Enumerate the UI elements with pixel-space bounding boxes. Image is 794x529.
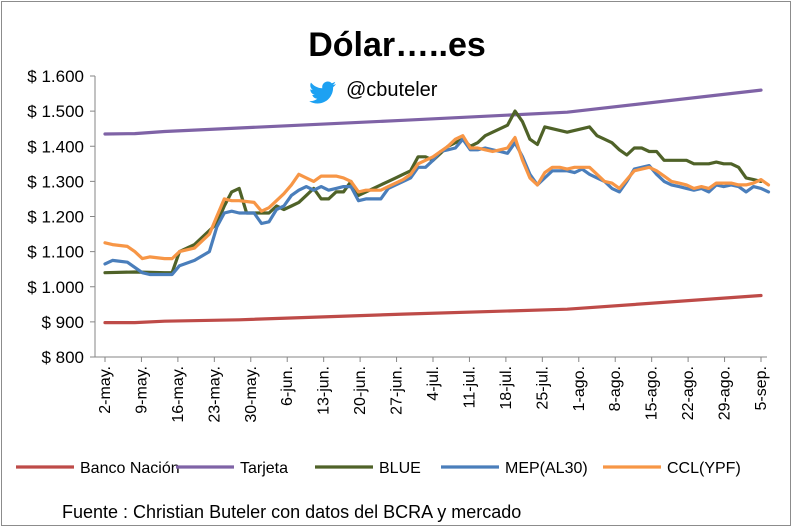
series-line [103, 293, 763, 325]
y-tick-label: $ 1.200 [27, 208, 84, 227]
y-tick-label: $ 1.100 [27, 243, 84, 262]
x-tick-label: 22-ago. [680, 366, 697, 420]
y-tick-label: $ 1.000 [27, 278, 84, 297]
x-tick-label: 23-may. [206, 366, 223, 423]
series-line [103, 134, 771, 261]
chart-title: Dólar…..es [308, 26, 486, 64]
y-axis: $ 800 $ 900 $ 1.000 $ 1.100 $ 1.200 $ 1.300 $ … [27, 67, 96, 367]
x-tick-label: 30-may. [243, 366, 260, 423]
series-line [103, 137, 771, 277]
x-tick-label: 25-jul. [534, 366, 551, 410]
x-tick-label: 16-may. [170, 366, 187, 423]
x-tick-label: 18-jul. [498, 366, 515, 410]
twitter-handle: @cbuteler [309, 79, 438, 104]
y-tick-label: $ 1.500 [27, 102, 84, 121]
legend-item: CCL(YPF) [603, 460, 741, 477]
legend-item: Banco Nación [16, 460, 180, 477]
x-tick-label: 2-may. [97, 366, 114, 414]
x-tick-label: 6-jun. [279, 366, 296, 406]
x-tick-label: 9-may. [133, 366, 150, 414]
x-tick-label: 20-jun. [352, 366, 369, 415]
y-tick-label: $ 1.400 [27, 137, 84, 156]
x-tick-label: 15-ago. [644, 366, 661, 420]
x-tick-label: 8-ago. [607, 366, 624, 411]
x-tick-label: 29-ago. [717, 366, 734, 420]
x-tick-label: 1-ago. [571, 366, 588, 411]
legend-label: BLUE [379, 460, 421, 477]
legend: Banco Nación Tarjeta BLUE MEP(AL30) CCL(YPF) [16, 460, 741, 477]
y-tick-label: $ 900 [41, 313, 84, 332]
x-tick-label: 13-jun. [316, 366, 333, 415]
y-tick-label: $ 800 [41, 348, 84, 367]
source-note: Fuente : Christian Buteler con datos del… [62, 502, 521, 522]
x-axis: 2-may. 9-may. 16-may. 23-may. 30-may. 6-jun. 1… [95, 356, 770, 423]
y-tick-label: $ 1.600 [27, 67, 84, 86]
legend-label: Tarjeta [240, 460, 288, 477]
legend-item: Tarjeta [176, 460, 288, 477]
legend-label: CCL(YPF) [667, 460, 741, 477]
legend-label: MEP(AL30) [505, 460, 588, 477]
twitter-bird-icon [309, 81, 336, 104]
series-line [103, 109, 763, 275]
legend-label: Banco Nación [80, 460, 180, 477]
legend-item: MEP(AL30) [441, 460, 588, 477]
series-group [103, 88, 771, 325]
x-tick-label: 11-jul. [461, 366, 478, 408]
series-line [103, 88, 763, 136]
x-tick-label: 4-jul. [425, 366, 442, 401]
x-tick-label: 27-jun. [389, 366, 406, 415]
legend-item: BLUE [315, 460, 421, 477]
x-tick-label: 5-sep. [753, 366, 770, 410]
twitter-handle-text: @cbuteler [346, 79, 438, 101]
y-tick-label: $ 1.300 [27, 172, 84, 191]
